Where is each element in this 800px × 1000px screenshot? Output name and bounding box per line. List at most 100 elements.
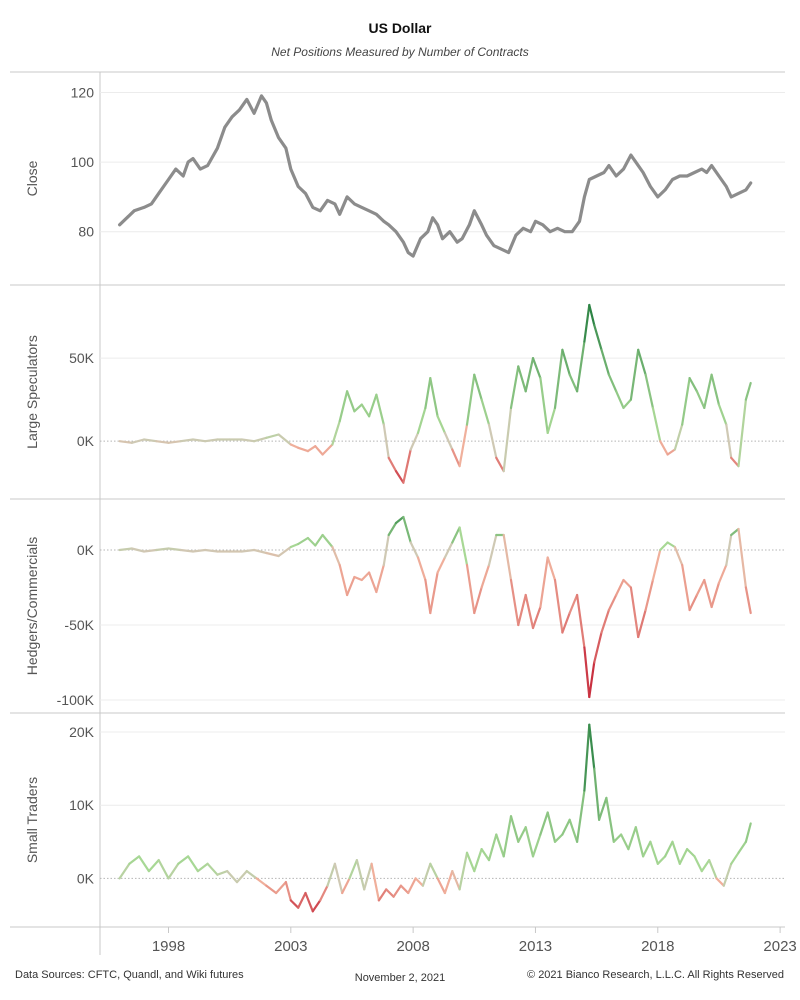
series-segment	[622, 578, 633, 589]
series-segment	[487, 423, 498, 459]
series-segment	[341, 877, 351, 895]
series-segment	[561, 348, 571, 376]
series-segment	[155, 547, 170, 552]
series-segment	[715, 877, 725, 887]
series-segment	[265, 433, 280, 439]
series-segment	[480, 847, 491, 862]
series-segment	[429, 377, 439, 418]
series-segment	[458, 526, 469, 567]
series-segment	[539, 811, 549, 836]
series-segment	[385, 888, 395, 898]
series-segment	[277, 433, 292, 446]
series-segment	[394, 470, 405, 484]
series-segment	[465, 851, 476, 873]
series-segment	[703, 373, 713, 409]
series-segment	[659, 440, 669, 456]
series-segment	[651, 406, 662, 443]
series-segment	[615, 578, 625, 597]
series-segment	[191, 438, 207, 443]
series-segment	[607, 373, 618, 393]
series-segment	[118, 547, 133, 552]
series-segment	[177, 855, 190, 865]
series-segment	[703, 578, 713, 609]
y-tick-label: 0K	[77, 542, 95, 558]
series-segment	[588, 303, 596, 326]
series-segment	[575, 340, 586, 393]
series-segment	[436, 556, 446, 574]
panel-large: 0K 50K Large Speculators	[10, 303, 785, 500]
series-segment	[289, 443, 300, 449]
series-segment	[644, 578, 655, 612]
series-segment	[368, 393, 378, 418]
series-segment	[451, 448, 461, 468]
series-segment	[524, 357, 535, 393]
series-segment	[681, 377, 691, 426]
series-segment	[531, 833, 542, 858]
series-segment	[167, 862, 180, 880]
series-segment	[509, 815, 520, 843]
series-segment	[695, 390, 706, 409]
y-tick-label: 0K	[77, 870, 95, 886]
series-segment	[641, 840, 652, 858]
y-axis-title: Large Speculators	[24, 335, 40, 449]
series-segment	[311, 899, 322, 913]
series-segment	[204, 438, 219, 443]
series-segment	[191, 548, 207, 553]
series-segment	[502, 406, 513, 473]
series-segment	[722, 862, 733, 887]
series-segment	[375, 563, 385, 594]
series-segment	[480, 398, 491, 426]
series-segment	[128, 855, 141, 865]
x-tick-label: 1998	[152, 938, 185, 955]
series-segment	[265, 551, 280, 558]
y-tick-label: -50K	[64, 617, 94, 633]
series-segment	[331, 545, 341, 567]
series-segment	[487, 533, 498, 567]
y-axis-title: Close	[24, 160, 40, 196]
series-segment	[737, 398, 748, 468]
series-segment	[717, 563, 728, 585]
series-segment	[387, 521, 398, 537]
series-segment	[253, 436, 268, 443]
series-segment	[737, 527, 748, 589]
series-segment	[240, 548, 256, 553]
series-segment	[402, 515, 412, 544]
x-axis: 1998 2003 2008 2013 2018 2023	[152, 927, 797, 955]
series-segment	[142, 548, 158, 553]
series-segment	[744, 586, 752, 615]
series-segment	[348, 858, 358, 880]
series-segment	[167, 440, 182, 444]
series-segment	[118, 440, 133, 444]
series-segment	[531, 605, 542, 630]
series-segment	[402, 448, 412, 484]
series-segment	[142, 438, 158, 443]
series-segment	[708, 858, 718, 880]
series-segment	[495, 456, 505, 473]
series-segment	[321, 443, 334, 456]
series-segment	[314, 445, 324, 456]
series-segment	[588, 661, 596, 699]
series-segment	[730, 527, 740, 537]
series-segment	[360, 571, 371, 582]
series-small	[118, 723, 752, 913]
series-segment	[465, 373, 476, 426]
series-segment	[314, 533, 324, 547]
series-segment	[605, 796, 615, 843]
series-segment	[167, 547, 182, 552]
series-segment	[685, 847, 696, 858]
series-segment	[399, 884, 410, 895]
series-segment	[424, 377, 432, 409]
series-segment	[333, 862, 344, 895]
series-segment	[509, 365, 520, 409]
y-tick-label: 10K	[69, 797, 95, 813]
series-segment	[387, 456, 398, 473]
series-segment	[583, 723, 591, 792]
series-segment	[561, 611, 571, 634]
series-segment	[607, 593, 618, 612]
series-segment	[629, 348, 640, 401]
series-segment	[695, 578, 706, 597]
series-segment	[368, 571, 378, 594]
series-segment	[671, 840, 681, 865]
series-segment	[155, 440, 170, 444]
series-segment	[458, 851, 469, 891]
